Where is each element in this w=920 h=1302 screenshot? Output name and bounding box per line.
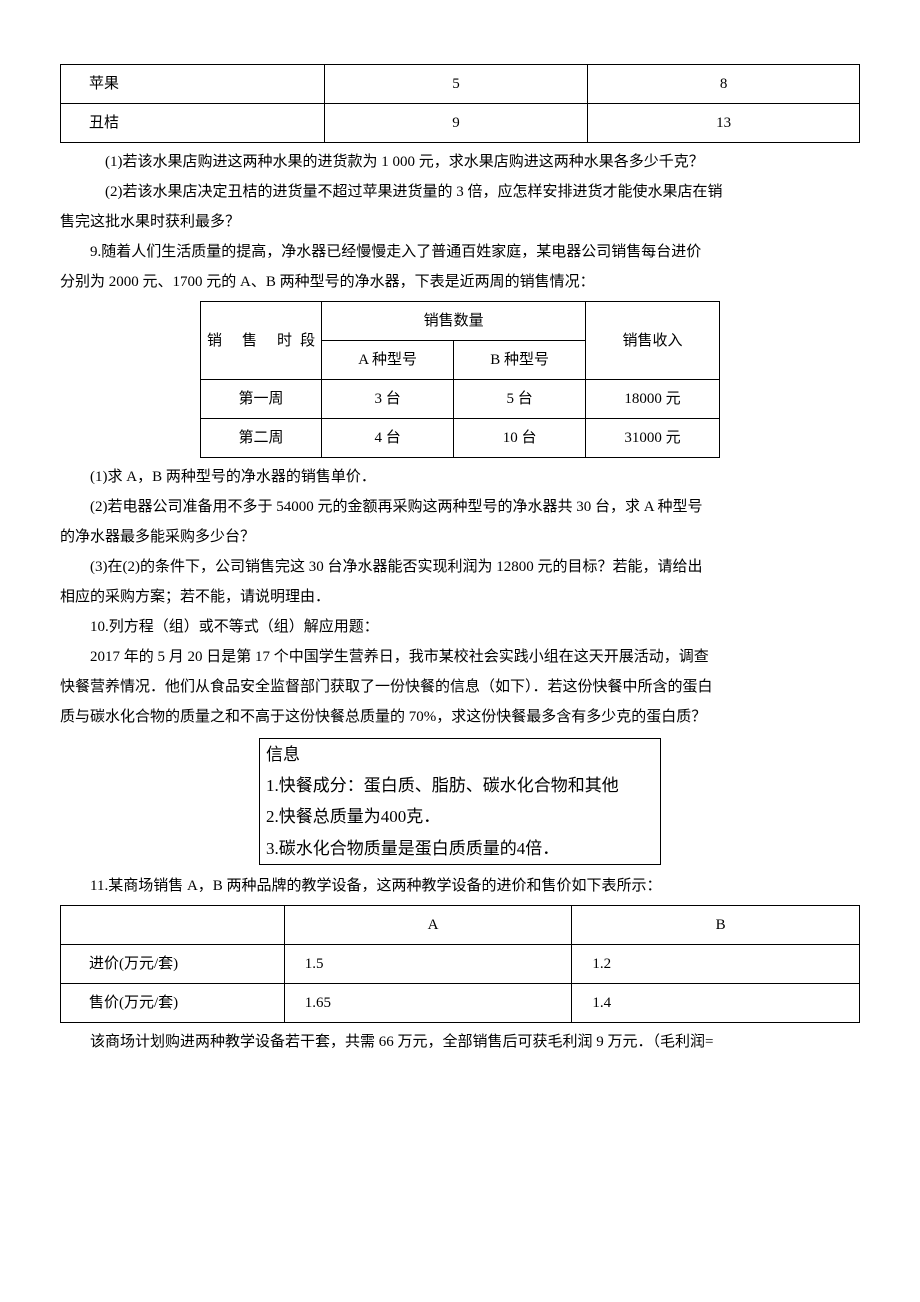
revenue-cell: 18000 元 bbox=[586, 380, 720, 419]
fruit-name: 丑桔 bbox=[61, 104, 325, 143]
info-line: 3.碳水化合物质量是蛋白质质量的4倍． bbox=[260, 833, 660, 864]
q11-line2: 该商场计划购进两种教学设备若干套，共需 66 万元，全部销售后可获毛利润 9 万… bbox=[60, 1027, 860, 1057]
b-qty-cell: 5 台 bbox=[454, 380, 586, 419]
q9-part3-line1: (3)在(2)的条件下，公司销售完这 30 台净水器能否实现利润为 12800 … bbox=[60, 552, 860, 582]
q9-intro-line2: 分别为 2000 元、1700 元的 A、B 两种型号的净水器，下表是近两周的销… bbox=[60, 267, 860, 297]
period-header: 销 售 时段 bbox=[201, 302, 322, 380]
q8-part1: (1)若该水果店购进这两种水果的进货款为 1 000 元，求水果店购进这两种水果… bbox=[60, 147, 860, 177]
fruit-name: 苹果 bbox=[61, 65, 325, 104]
fruit-col3: 13 bbox=[588, 104, 860, 143]
q9-part2-line2: 的净水器最多能采购多少台？ bbox=[60, 522, 860, 552]
equipment-price-table: A B 进价(万元/套) 1.5 1.2 售价(万元/套) 1.65 1.4 bbox=[60, 905, 860, 1023]
nutrition-info-box: 信息 1.快餐成分：蛋白质、脂肪、碳水化合物和其他 2.快餐总质量为400克． … bbox=[259, 738, 661, 865]
blank-header bbox=[61, 905, 285, 944]
model-b-header: B 种型号 bbox=[454, 341, 586, 380]
q9-part3-line2: 相应的采购方案；若不能，请说明理由． bbox=[60, 582, 860, 612]
q9-part2-line1: (2)若电器公司准备用不多于 54000 元的金额再采购这两种型号的净水器共 3… bbox=[60, 492, 860, 522]
b-qty-cell: 10 台 bbox=[454, 419, 586, 458]
q10-line1: 10.列方程（组）或不等式（组）解应用题： bbox=[60, 612, 860, 642]
q10-line4: 质与碳水化合物的质量之和不高于这份快餐总质量的 70%，求这份快餐最多含有多少克… bbox=[60, 702, 860, 732]
table-header-row: A B bbox=[61, 905, 860, 944]
row-label: 售价(万元/套) bbox=[61, 983, 285, 1022]
purifier-sales-table: 销 售 时段 销售数量 销售收入 A 种型号 B 种型号 第一周 3 台 5 台… bbox=[200, 301, 720, 458]
info-line: 1.快餐成分：蛋白质、脂肪、碳水化合物和其他 bbox=[260, 770, 660, 801]
info-title: 信息 bbox=[260, 739, 660, 770]
a-value: 1.5 bbox=[284, 944, 572, 983]
fruit-col2: 9 bbox=[324, 104, 588, 143]
revenue-cell: 31000 元 bbox=[586, 419, 720, 458]
table-row: 丑桔 9 13 bbox=[61, 104, 860, 143]
qty-header: 销售数量 bbox=[322, 302, 586, 341]
a-value: 1.65 bbox=[284, 983, 572, 1022]
q9-part1: (1)求 A，B 两种型号的净水器的销售单价． bbox=[60, 462, 860, 492]
table-row: 进价(万元/套) 1.5 1.2 bbox=[61, 944, 860, 983]
fruit-col3: 8 bbox=[588, 65, 860, 104]
info-line: 2.快餐总质量为400克． bbox=[260, 801, 660, 832]
period-cell: 第一周 bbox=[201, 380, 322, 419]
b-value: 1.2 bbox=[572, 944, 860, 983]
row-label: 进价(万元/套) bbox=[61, 944, 285, 983]
model-a-header: A 种型号 bbox=[322, 341, 454, 380]
brand-a-header: A bbox=[284, 905, 572, 944]
q11-intro: 11.某商场销售 A，B 两种品牌的教学设备，这两种教学设备的进价和售价如下表所… bbox=[60, 871, 860, 901]
table-row: 第二周 4 台 10 台 31000 元 bbox=[201, 419, 720, 458]
table-header-row: 销 售 时段 销售数量 销售收入 bbox=[201, 302, 720, 341]
q8-part2-line1: (2)若该水果店决定丑桔的进货量不超过苹果进货量的 3 倍，应怎样安排进货才能使… bbox=[60, 177, 860, 207]
table-row: 第一周 3 台 5 台 18000 元 bbox=[201, 380, 720, 419]
fruit-price-table: 苹果 5 8 丑桔 9 13 bbox=[60, 64, 860, 143]
a-qty-cell: 3 台 bbox=[322, 380, 454, 419]
q8-part2-line2: 售完这批水果时获利最多？ bbox=[60, 207, 860, 237]
revenue-header: 销售收入 bbox=[586, 302, 720, 380]
b-value: 1.4 bbox=[572, 983, 860, 1022]
brand-b-header: B bbox=[572, 905, 860, 944]
q10-line3: 快餐营养情况．他们从食品安全监督部门获取了一份快餐的信息（如下）．若这份快餐中所… bbox=[60, 672, 860, 702]
table-row: 售价(万元/套) 1.65 1.4 bbox=[61, 983, 860, 1022]
q9-intro-line1: 9.随着人们生活质量的提高，净水器已经慢慢走入了普通百姓家庭，某电器公司销售每台… bbox=[60, 237, 860, 267]
a-qty-cell: 4 台 bbox=[322, 419, 454, 458]
fruit-col2: 5 bbox=[324, 65, 588, 104]
q10-line2: 2017 年的 5 月 20 日是第 17 个中国学生营养日，我市某校社会实践小… bbox=[60, 642, 860, 672]
table-row: 苹果 5 8 bbox=[61, 65, 860, 104]
period-cell: 第二周 bbox=[201, 419, 322, 458]
